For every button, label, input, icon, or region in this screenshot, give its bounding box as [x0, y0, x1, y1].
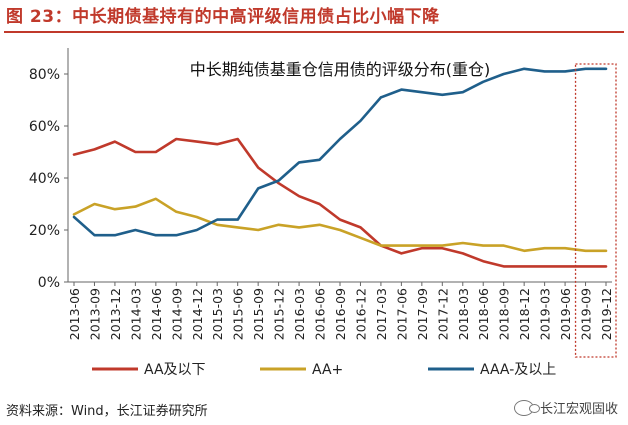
series-line [72, 197, 608, 253]
x-tick-label: 2019-12 [599, 288, 614, 340]
source-note: 资料来源：Wind，长江证券研究所 [6, 404, 208, 419]
series-line [72, 137, 608, 268]
wechat-icon [513, 399, 540, 416]
legend-label: AA+ [312, 362, 343, 378]
highlight-box [574, 63, 617, 358]
axes: 0% 20% 40% 60% 80% 2013-06 2013-09 2013-12 2014-… [29, 48, 614, 340]
y-tick-label: 80% [29, 67, 60, 83]
legend: AA及以下 AA+ AAA-及以上 [92, 362, 556, 378]
x-tick-label: 2017-12 [435, 288, 450, 340]
title-rule [4, 31, 624, 33]
x-tick-label: 2015-06 [231, 288, 246, 340]
x-tick-label: 2015-12 [272, 288, 287, 340]
y-tick-label: 20% [29, 223, 60, 239]
x-tick-label: 2014-09 [169, 288, 184, 340]
x-tick-label: 2014-06 [149, 288, 164, 340]
x-tick-label: 2016-09 [333, 288, 348, 340]
x-tick-label: 2017-03 [374, 288, 389, 340]
x-tick-label: 2015-03 [210, 288, 225, 340]
chart-title: 中长期纯债基重仓信用债的评级分布(重仓) [190, 60, 491, 79]
legend-label: AA及以下 [144, 362, 206, 378]
y-tick-label: 0% [38, 275, 60, 291]
x-tick-label: 2016-03 [292, 288, 307, 340]
x-tick-label: 2013-12 [108, 288, 123, 340]
x-tick-label: 2017-06 [394, 288, 409, 340]
x-tick-label: 2013-09 [87, 288, 102, 340]
x-tick-label: 2013-06 [67, 288, 82, 340]
x-tick-label: 2019-06 [558, 288, 573, 340]
y-tick-label: 60% [29, 119, 60, 135]
x-tick-label: 2019-03 [538, 288, 553, 340]
x-tick-label: 2014-12 [190, 288, 205, 340]
highlight-layer [574, 63, 617, 358]
x-tick-label: 2016-12 [353, 288, 368, 340]
y-tick-label: 40% [29, 171, 60, 187]
brand: 长江宏观固收 [513, 398, 618, 417]
series-layer [72, 67, 608, 268]
x-tick-label: 2017-09 [415, 288, 430, 340]
series-line [72, 67, 608, 237]
brand-label: 长江宏观固收 [539, 402, 618, 417]
figure-title: 图 23：中长期债基持有的中高评级信用债占比小幅下降 [6, 7, 440, 27]
x-tick-label: 2016-06 [313, 288, 328, 340]
x-tick-label: 2018-03 [456, 288, 471, 340]
x-tick-label: 2015-09 [251, 288, 266, 340]
x-tick-label: 2019-09 [579, 288, 594, 340]
x-tick-label: 2018-09 [497, 288, 512, 340]
legend-label: AAA-及以上 [480, 362, 556, 378]
x-tick-label: 2018-12 [517, 288, 532, 340]
x-tick-label: 2018-06 [476, 288, 491, 340]
x-tick-label: 2014-03 [128, 288, 143, 340]
